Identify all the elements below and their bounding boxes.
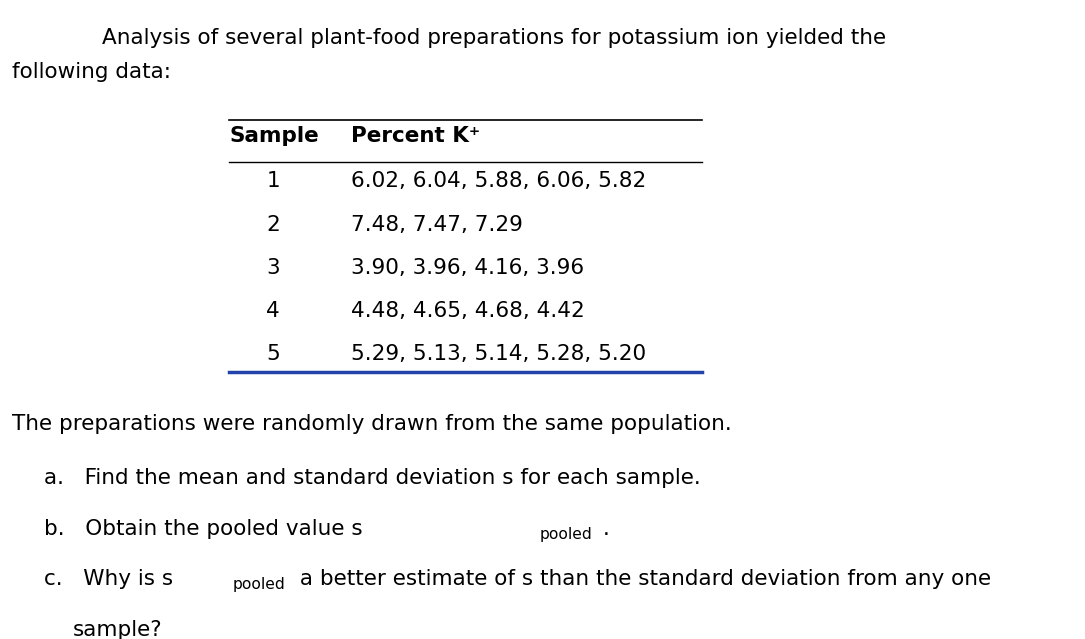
Text: following data:: following data: <box>12 61 170 82</box>
Text: a better estimate of s than the standard deviation from any one: a better estimate of s than the standard… <box>293 569 991 589</box>
Text: pooled: pooled <box>232 577 285 592</box>
Text: 4.48, 4.65, 4.68, 4.42: 4.48, 4.65, 4.68, 4.42 <box>352 301 585 321</box>
Text: 3.90, 3.96, 4.16, 3.96: 3.90, 3.96, 4.16, 3.96 <box>352 258 585 278</box>
Text: .: . <box>603 518 610 539</box>
Text: pooled: pooled <box>539 527 592 541</box>
Text: a.   Find the mean and standard deviation s for each sample.: a. Find the mean and standard deviation … <box>43 468 701 488</box>
Text: 6.02, 6.04, 5.88, 6.06, 5.82: 6.02, 6.04, 5.88, 6.06, 5.82 <box>352 171 647 192</box>
Text: 3: 3 <box>266 258 280 278</box>
Text: 7.48, 7.47, 7.29: 7.48, 7.47, 7.29 <box>352 215 523 235</box>
Text: 5: 5 <box>266 344 280 364</box>
Text: 2: 2 <box>266 215 280 235</box>
Text: Percent K⁺: Percent K⁺ <box>352 127 481 146</box>
Text: Sample: Sample <box>229 127 319 146</box>
Text: 1: 1 <box>266 171 280 192</box>
Text: b.   Obtain the pooled value s: b. Obtain the pooled value s <box>43 518 362 539</box>
Text: The preparations were randomly drawn from the same population.: The preparations were randomly drawn fro… <box>12 413 731 434</box>
Text: sample?: sample? <box>73 620 163 639</box>
Text: 4: 4 <box>266 301 280 321</box>
Text: 5.29, 5.13, 5.14, 5.28, 5.20: 5.29, 5.13, 5.14, 5.28, 5.20 <box>352 344 647 364</box>
Text: Analysis of several plant-food preparations for potassium ion yielded the: Analysis of several plant-food preparati… <box>102 27 886 48</box>
Text: c.   Why is s: c. Why is s <box>43 569 173 589</box>
